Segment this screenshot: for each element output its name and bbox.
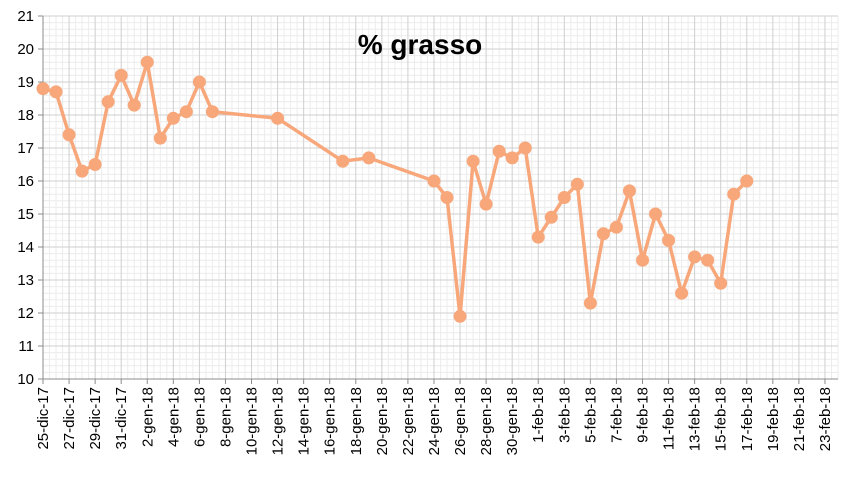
x-tick-label: 25-dic-17 xyxy=(35,387,52,450)
data-point xyxy=(622,184,636,198)
data-point xyxy=(609,220,623,234)
data-point xyxy=(740,174,754,188)
data-point xyxy=(271,111,285,125)
data-point xyxy=(62,128,76,142)
data-point xyxy=(596,227,610,241)
x-tick-label: 13-feb-18 xyxy=(687,387,704,451)
data-point xyxy=(492,144,506,158)
data-point xyxy=(336,154,350,168)
data-point xyxy=(101,95,115,109)
data-point xyxy=(88,158,102,171)
data-point xyxy=(531,230,545,244)
data-point xyxy=(114,68,128,82)
x-tick-label: 28-gen-18 xyxy=(478,387,495,455)
y-tick-label: 14 xyxy=(17,239,34,256)
data-point xyxy=(440,191,454,204)
data-point xyxy=(453,309,467,323)
data-point xyxy=(75,164,89,178)
data-point xyxy=(36,82,50,96)
data-point xyxy=(505,151,519,165)
y-tick-label: 11 xyxy=(18,338,34,355)
y-tick-label: 15 xyxy=(17,206,34,223)
data-point xyxy=(153,131,167,145)
x-tick-label: 26-gen-18 xyxy=(452,387,469,455)
x-tick-label: 3-feb-18 xyxy=(556,387,573,443)
x-tick-label: 24-gen-18 xyxy=(426,387,443,455)
x-tick-label: 7-feb-18 xyxy=(608,387,625,443)
x-tick-label: 31-dic-17 xyxy=(113,387,130,450)
x-tick-label: 18-gen-18 xyxy=(348,387,365,455)
y-tick-label: 12 xyxy=(17,305,34,322)
data-point xyxy=(583,296,597,310)
y-tick-label: 17 xyxy=(17,140,34,157)
x-tick-label: 16-gen-18 xyxy=(322,387,339,455)
data-point xyxy=(427,174,441,188)
data-point xyxy=(727,187,741,201)
data-point xyxy=(205,105,219,119)
y-tick-label: 19 xyxy=(17,74,34,91)
y-tick-label: 20 xyxy=(17,41,34,58)
x-tick-label: 5-feb-18 xyxy=(582,387,599,443)
x-tick-label: 1-feb-18 xyxy=(530,387,547,443)
series-layer xyxy=(36,55,754,323)
data-point xyxy=(649,207,663,221)
x-tick-label: 30-gen-18 xyxy=(504,387,521,455)
y-tick-label: 13 xyxy=(17,272,34,289)
data-point xyxy=(49,85,63,99)
x-tick-label: 2-gen-18 xyxy=(139,387,156,447)
x-tick-label: 10-gen-18 xyxy=(244,387,261,455)
x-tick-label: 11-feb-18 xyxy=(661,387,678,450)
x-tick-label: 17-feb-18 xyxy=(739,387,756,451)
data-point xyxy=(570,177,584,191)
data-point xyxy=(662,233,676,247)
x-tick-label: 23-feb-18 xyxy=(817,387,834,451)
y-tick-label: 18 xyxy=(17,107,34,124)
data-point xyxy=(362,151,376,165)
x-tick-label: 27-dic-17 xyxy=(61,387,78,450)
data-point xyxy=(688,250,702,264)
data-point xyxy=(466,154,480,168)
x-tick-label: 9-feb-18 xyxy=(635,387,652,443)
data-point xyxy=(544,210,558,224)
x-tick-label: 22-gen-18 xyxy=(400,387,417,455)
data-point xyxy=(479,197,493,211)
x-tick-label: 8-gen-18 xyxy=(217,387,234,447)
x-tick-label: 29-dic-17 xyxy=(87,387,104,450)
x-tick-label: 19-feb-18 xyxy=(765,387,782,451)
x-axis-tick-labels: 25-dic-17 27-dic-17 29-dic-17 31-dic-17 2-ge… xyxy=(35,387,834,455)
minor-gridlines xyxy=(43,16,839,379)
data-point xyxy=(675,286,689,300)
y-tick-label: 16 xyxy=(17,173,34,190)
data-point xyxy=(166,111,180,125)
chart-title: % grasso xyxy=(358,29,483,60)
x-tick-label: 20-gen-18 xyxy=(374,387,391,455)
data-point xyxy=(127,98,141,112)
data-point xyxy=(701,253,715,267)
data-point xyxy=(557,191,571,204)
data-point xyxy=(179,105,193,119)
x-tick-label: 12-gen-18 xyxy=(270,387,287,455)
data-point xyxy=(714,276,728,290)
x-tick-label: 15-feb-18 xyxy=(713,387,730,451)
axes xyxy=(38,15,838,384)
x-tick-label: 4-gen-18 xyxy=(165,387,182,447)
data-point xyxy=(140,55,154,69)
data-point xyxy=(518,141,532,155)
y-tick-label: 21 xyxy=(17,8,34,25)
x-tick-label: 21-feb-18 xyxy=(791,387,808,451)
data-point xyxy=(192,75,206,89)
data-point xyxy=(636,253,650,267)
x-tick-label: 14-gen-18 xyxy=(296,387,313,455)
y-tick-label: 10 xyxy=(17,371,34,388)
y-axis-tick-labels: 10 11 12 13 14 15 16 17 18 19 20 21 xyxy=(17,8,34,388)
x-tick-label: 6-gen-18 xyxy=(191,387,208,447)
